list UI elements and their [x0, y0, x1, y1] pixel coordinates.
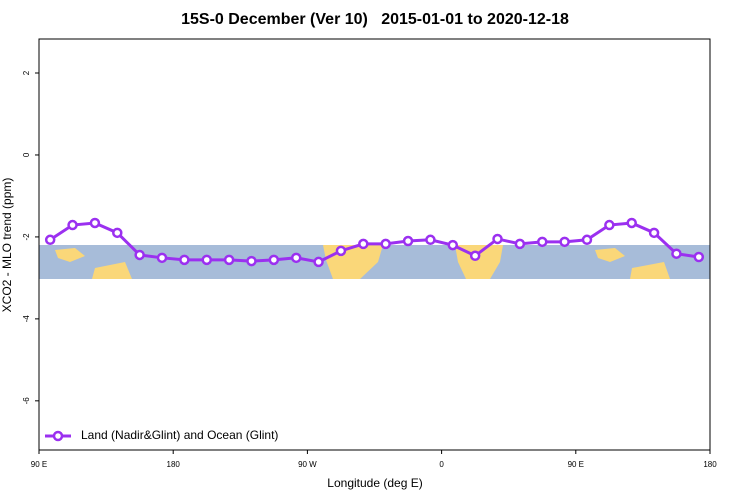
- point: [425, 234, 436, 246]
- point: [134, 249, 145, 261]
- x-tick-label: 180: [167, 460, 181, 469]
- point: [67, 219, 78, 231]
- x-tick-label: 90 W: [298, 460, 317, 469]
- x-tick-label: 0: [439, 460, 444, 469]
- x-tick-label: 90 E: [31, 460, 47, 469]
- land: [92, 262, 132, 279]
- point: [537, 236, 548, 248]
- point: [223, 254, 235, 266]
- y-tick-label: 2: [22, 70, 31, 75]
- y-tick-label: 0: [22, 152, 31, 157]
- y-tick-label: -6: [22, 397, 31, 405]
- point: [604, 219, 615, 231]
- point: [246, 255, 257, 267]
- point: [559, 236, 570, 248]
- point: [156, 252, 168, 264]
- point: [358, 238, 369, 250]
- land: [595, 248, 625, 262]
- point: [268, 254, 280, 266]
- point: [112, 227, 123, 239]
- y-axis-label: XCO2 - MLO trend (ppm): [0, 178, 14, 313]
- plot-frame: [38, 38, 711, 451]
- point: [581, 234, 593, 246]
- point: [402, 235, 414, 247]
- point: [671, 248, 682, 259]
- point: [693, 251, 705, 263]
- land: [55, 248, 85, 262]
- x-tick-label: 90 E: [568, 460, 584, 469]
- legend-marker: [52, 430, 64, 442]
- point: [335, 245, 347, 257]
- x-tick-label: 180: [703, 460, 717, 469]
- point: [648, 227, 660, 239]
- point: [313, 256, 324, 268]
- y-tick-label: -4: [22, 315, 31, 323]
- point: [179, 254, 190, 266]
- legend-label: Land (Nadir&Glint) and Ocean (Glint): [81, 428, 278, 442]
- point: [469, 250, 481, 262]
- point: [380, 238, 391, 250]
- x-axis-label: Longitude (deg E): [327, 476, 422, 490]
- point: [44, 234, 56, 246]
- chart-title: 15S-0 December (Ver 10) 2015-01-01 to 20…: [181, 11, 569, 28]
- point: [514, 238, 526, 250]
- point: [447, 239, 459, 251]
- point: [201, 254, 212, 266]
- land: [630, 262, 670, 279]
- point: [89, 217, 101, 229]
- point: [290, 252, 302, 264]
- point: [626, 217, 637, 229]
- y-tick-label: -2: [22, 233, 31, 241]
- point: [492, 233, 503, 245]
